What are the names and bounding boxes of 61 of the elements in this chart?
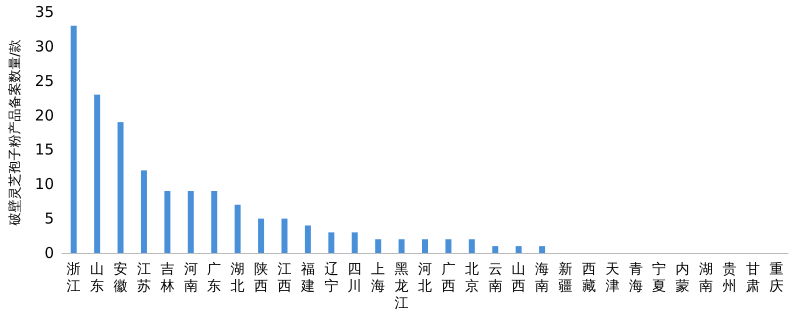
x-tick-label: 甘肃 [746,262,760,294]
y-axis-title: 破壁灵芝孢子粉产品备案数量/款 [7,39,23,227]
y-tick-label: 0 [44,244,54,262]
x-tick-label: 黑龙江 [394,262,409,312]
x-tick-label: 山东 [90,262,104,294]
bar [281,218,288,253]
x-tick-label: 青海 [628,262,643,294]
x-tick-label: 湖北 [230,262,245,294]
y-tick-label: 25 [34,72,54,90]
y-tick-label: 5 [44,210,54,228]
bar [516,246,522,253]
bar [445,239,452,253]
x-tick-label: 陕西 [254,262,268,294]
bar [352,232,358,253]
x-tick-label: 广西 [441,262,456,294]
bar [164,191,170,253]
x-tick-label: 广东 [207,262,222,294]
x-tick-label: 辽宁 [324,262,338,294]
x-tick-label: 新疆 [558,262,573,294]
x-tick-label: 内蒙 [676,262,690,294]
x-tick-label: 河南 [184,262,198,294]
x-tick-label: 宁夏 [652,262,666,294]
x-tick-label: 西藏 [582,262,596,294]
x-tick-label: 贵州 [722,262,736,294]
y-tick-label: 35 [34,3,54,21]
y-tick-label: 15 [34,140,54,159]
bar [328,232,334,253]
x-tick-label: 安徽 [114,262,128,294]
bar [211,191,218,253]
bar [70,26,77,253]
x-tick-label: 湖南 [699,262,714,294]
y-tick-label: 30 [34,37,54,56]
bar [375,239,382,253]
bar [539,246,546,253]
y-tick-label: 20 [34,106,54,124]
bar [188,191,194,253]
bar [140,170,147,253]
x-tick-label: 海南 [535,262,550,294]
x-tick-label: 福建 [300,262,315,294]
bar [304,225,311,253]
x-tick-label: 四川 [348,262,362,294]
x-tick-label: 云南 [488,262,502,294]
bar [258,218,264,253]
x-tick-label: 北京 [464,262,479,294]
bar [234,204,241,253]
bar [398,239,405,253]
x-tick-label: 吉林 [159,262,174,294]
bar [94,94,100,253]
x-tick-label: 天津 [605,262,620,294]
bar [118,122,124,253]
bar [492,246,498,253]
x-tick-label: 江苏 [136,262,151,294]
x-tick-label: 山西 [512,262,526,294]
x-tick-label: 浙江 [66,262,81,294]
bar [422,239,428,253]
x-tick-label: 河北 [418,262,432,294]
x-tick-label: 上海 [371,262,386,294]
y-tick-label: 10 [34,175,54,194]
x-tick-label: 重庆 [769,262,784,294]
x-tick-label: 江西 [277,262,292,294]
bar [468,239,475,253]
